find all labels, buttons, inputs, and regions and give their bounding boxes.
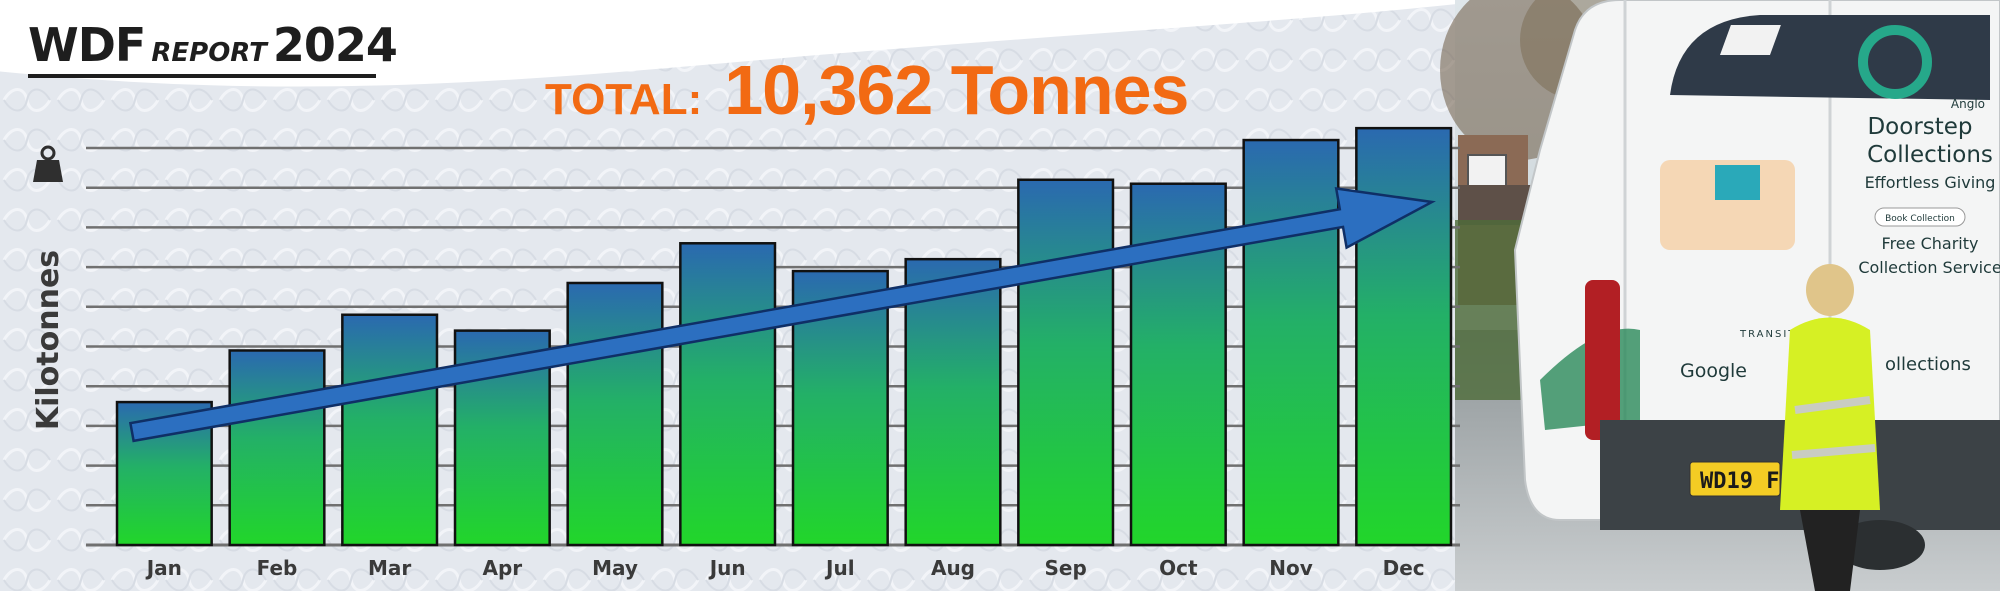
van-google: Google bbox=[1680, 360, 1747, 382]
van-brand-line1: Doorstep bbox=[1867, 114, 1972, 140]
y-axis-label: Kilotonnes bbox=[31, 250, 66, 430]
van-collections: ollections bbox=[1885, 354, 1971, 375]
x-tick-oct: Oct bbox=[1159, 556, 1198, 580]
bar-sep bbox=[1017, 178, 1115, 547]
bar-feb bbox=[228, 349, 326, 547]
x-tick-mar: Mar bbox=[368, 556, 411, 580]
x-tick-sep: Sep bbox=[1045, 556, 1087, 580]
bar-aug bbox=[904, 257, 1002, 547]
van-service-line2: Collection Service bbox=[1858, 258, 2000, 277]
title-wdf: WDF bbox=[28, 18, 146, 72]
x-tick-jul: Jul bbox=[824, 556, 855, 580]
van-badge: Book Collection bbox=[1885, 214, 1955, 224]
x-tick-jun: Jun bbox=[708, 556, 746, 580]
bar-jun bbox=[679, 242, 777, 547]
x-tick-may: May bbox=[592, 556, 638, 580]
title-year: 2024 bbox=[272, 18, 398, 72]
total-value: 10,362 Tonnes bbox=[724, 51, 1189, 129]
x-tick-apr: Apr bbox=[482, 556, 522, 580]
x-tick-dec: Dec bbox=[1383, 556, 1425, 580]
total-tonnes: TOTAL: 10,362 Tonnes bbox=[545, 50, 1190, 130]
bars bbox=[115, 126, 1453, 547]
x-tick-feb: Feb bbox=[257, 556, 298, 580]
bar-nov bbox=[1242, 138, 1340, 547]
van-plate: WD19 F bbox=[1700, 469, 1779, 494]
bar-mar bbox=[341, 313, 439, 547]
trend-arrow bbox=[128, 187, 1436, 443]
van-tagline: Effortless Giving bbox=[1865, 173, 1996, 192]
van-brand-small: Anglo bbox=[1951, 97, 1985, 111]
bar-may bbox=[566, 281, 664, 547]
van-model: TRANSIT bbox=[1739, 329, 1796, 340]
x-tick-labels: Jan Feb Mar Apr May Jun Jul Aug Sep Oct Nov Dec bbox=[145, 556, 1425, 580]
x-tick-jan: Jan bbox=[145, 556, 182, 580]
van-service-line1: Free Charity bbox=[1882, 234, 1979, 253]
van-brand-line2: Collections bbox=[1867, 142, 1993, 168]
report-title: WDF REPORT 2024 bbox=[28, 18, 398, 78]
title-report: REPORT bbox=[151, 38, 267, 68]
total-label: TOTAL: bbox=[545, 75, 703, 124]
bar-dec bbox=[1355, 126, 1453, 547]
trend-arrow-shape bbox=[128, 187, 1436, 443]
title-underline bbox=[28, 74, 376, 78]
weight-icon bbox=[33, 145, 63, 182]
x-tick-aug: Aug bbox=[931, 556, 975, 580]
x-tick-nov: Nov bbox=[1269, 556, 1313, 580]
